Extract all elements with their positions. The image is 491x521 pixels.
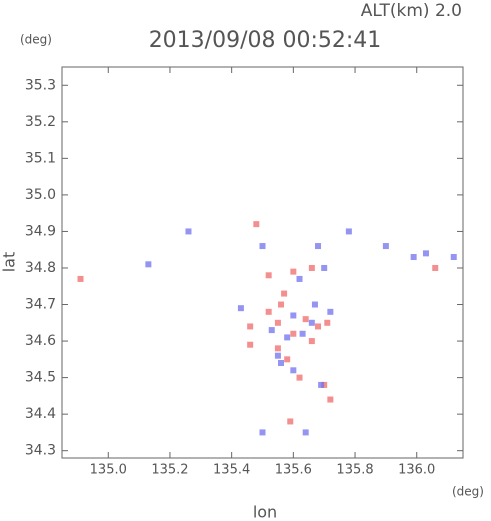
echo-point [290,312,297,319]
echo-point [311,301,318,308]
echo-point [290,268,297,275]
echo-point [327,396,334,403]
echo-point [327,308,334,315]
x-tick-label: 135.0 [90,463,127,478]
chart-title: 2013/09/08 00:52:41 [149,28,382,53]
y-tick-label: 34.4 [25,406,56,422]
echo-point [77,275,84,282]
echo-point [265,272,272,279]
echo-point [422,250,429,257]
echo-point [290,367,297,374]
echo-point [308,319,315,326]
plot-frame [61,66,464,459]
echo-point [278,359,285,366]
y-tick-label: 34.9 [25,223,56,239]
echo-point [296,275,303,282]
y-tick-label: 35.0 [25,187,56,203]
echo-point [247,323,254,330]
echo-point [268,327,275,334]
echo-point [302,429,309,436]
echo-point [284,356,291,363]
echo-point [278,301,285,308]
x-tick-label: 135.6 [275,463,312,478]
annotation: ALT(km) 2.0 [361,1,462,21]
echo-point [281,290,288,297]
echo-point [274,352,281,359]
echo-point [145,261,152,268]
echo-point [296,374,303,381]
x-unit: (deg) [452,485,484,499]
echo-point [318,381,325,388]
echo-point [382,243,389,250]
echo-point [345,228,352,235]
y-tick-label: 35.1 [25,150,56,166]
x-tick-label: 135.2 [151,463,188,478]
echo-point [259,243,266,250]
echo-point [185,228,192,235]
y-tick-label: 34.5 [25,370,56,386]
echo-point [274,345,281,352]
echo-point [321,264,328,271]
echo-point [315,243,322,250]
echo-point [302,316,309,323]
echo-point [410,254,417,261]
echo-point [432,264,439,271]
y-tick-label: 34.7 [25,297,56,313]
echo-point [321,381,328,388]
x-tick-label: 135.4 [213,463,250,478]
echo-point [284,334,291,341]
y-tick-label: 34.8 [25,260,56,276]
y-tick-label: 34.6 [25,333,56,349]
echo-point [265,308,272,315]
echo-point [287,418,294,425]
echo-point [315,323,322,330]
y-tick-label: 35.3 [25,77,56,93]
echo-point [274,319,281,326]
echo-point [299,330,306,337]
echo-point [259,429,266,436]
x-tick-label: 136.0 [398,463,435,478]
y-unit: (deg) [20,33,52,47]
echo-point [450,254,457,261]
y-label: lat [0,252,19,273]
echo-point [324,319,331,326]
echo-point [308,338,315,345]
echo-point [290,330,297,337]
echo-point [247,341,254,348]
echo-point [308,264,315,271]
y-tick-label: 35.2 [25,114,56,130]
marks [77,221,457,436]
y-tick-label: 34.3 [25,443,56,459]
echo-point [253,221,260,228]
x-tick-label: 135.8 [336,463,373,478]
echo-point [237,305,244,312]
x-label: lon [253,503,277,521]
